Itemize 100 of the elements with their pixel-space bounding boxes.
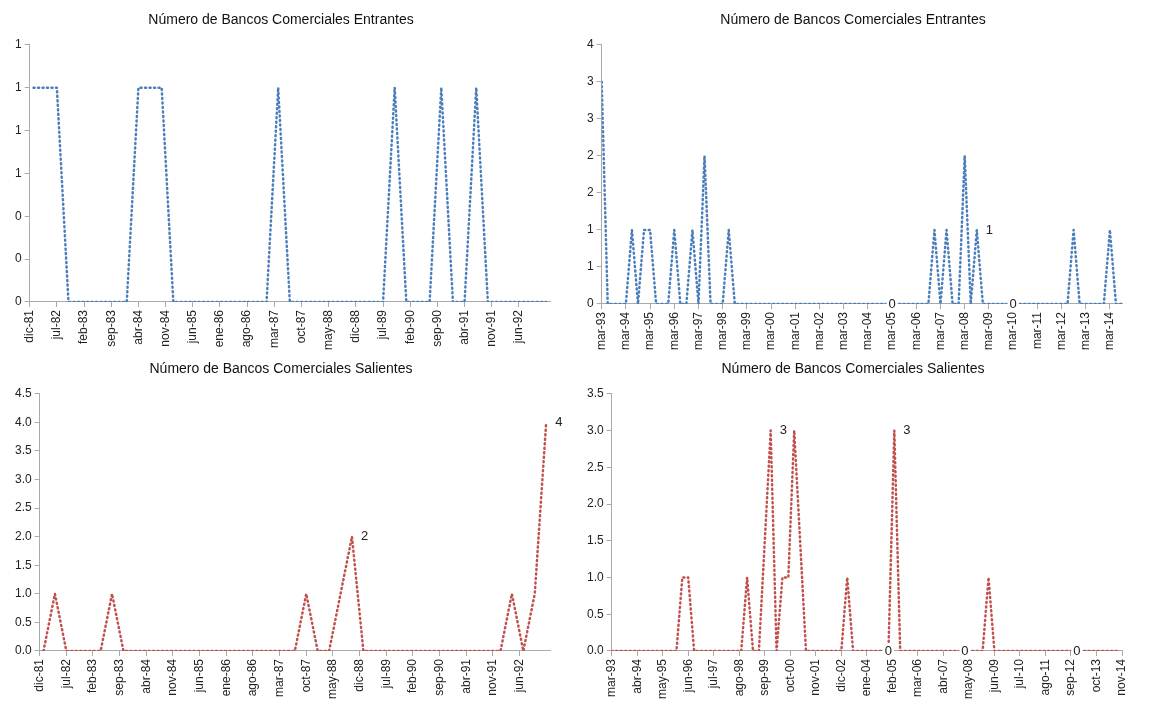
- y-tick-label: 1: [14, 122, 22, 137]
- y-tick-label: 4.0: [14, 414, 32, 429]
- x-tick-label: jun-92: [511, 658, 526, 694]
- x-tick-label: ene-86: [212, 309, 227, 348]
- x-tick-label: dic-81: [31, 658, 46, 692]
- chart-title: Número de Bancos Comerciales Entrantes: [720, 11, 986, 28]
- x-tick-label: dic-88: [351, 658, 366, 692]
- chart-title: Número de Bancos Comerciales Salientes: [721, 360, 985, 377]
- y-tick-label: 0: [14, 294, 22, 309]
- x-tick-label: sep-99: [757, 658, 772, 696]
- x-tick-label: sep-83: [111, 658, 126, 696]
- data-label: 0: [884, 642, 893, 658]
- x-tick-label: abr-94: [629, 658, 644, 694]
- x-tick-label: jul-89: [378, 658, 393, 690]
- x-tick-label: oct-87: [293, 309, 308, 344]
- y-tick-label: 0.0: [586, 643, 604, 658]
- x-tick-label: mar-06: [908, 311, 923, 351]
- y-tick-label: 2: [586, 148, 594, 163]
- y-tick-label: 1: [586, 259, 594, 274]
- chart-title: Número de Bancos Comerciales Entrantes: [148, 11, 414, 28]
- x-tick-label: feb-05: [884, 658, 899, 694]
- x-tick-label: jun-09: [986, 658, 1001, 694]
- x-tick-label: feb-83: [85, 658, 100, 694]
- data-label: 1: [985, 221, 994, 237]
- y-tick-label: 3.5: [14, 443, 32, 458]
- y-tick-label: 1.5: [586, 533, 604, 548]
- x-tick-label: ago-98: [731, 658, 746, 697]
- y-tick-label: 1: [14, 165, 22, 180]
- x-tick-label: nov-91: [484, 309, 499, 347]
- chart-title: Número de Bancos Comerciales Salientes: [149, 360, 413, 377]
- y-tick-label: 3.5: [586, 386, 604, 401]
- y-tick-label: 1.0: [14, 586, 32, 601]
- x-tick-label: may-88: [325, 658, 340, 699]
- x-tick-label: may-08: [961, 658, 976, 699]
- x-tick-label: mar-87: [271, 658, 286, 697]
- y-tick-label: 0: [586, 296, 594, 311]
- x-tick-label: sep-12: [1063, 658, 1078, 696]
- y-tick-label: 3: [586, 111, 594, 126]
- y-tick-label: 0.0: [14, 643, 32, 658]
- data-label: 2: [360, 528, 369, 544]
- x-tick-label: mar-95: [642, 311, 657, 351]
- x-tick-label: nov-91: [485, 658, 500, 696]
- y-tick-label: 0.5: [14, 614, 32, 629]
- y-tick-label: 3: [586, 74, 594, 89]
- y-tick-label: 2.5: [14, 500, 32, 515]
- y-tick-label: 2: [586, 185, 594, 200]
- x-tick-label: mar-10: [1005, 311, 1020, 351]
- data-label: 0: [1073, 642, 1081, 658]
- y-tick-label: 2.0: [586, 496, 604, 511]
- x-tick-label: jun-85: [191, 658, 206, 694]
- x-tick-label: jun-96: [680, 658, 695, 694]
- x-tick-label: ago-86: [245, 658, 260, 697]
- data-label: 3: [903, 422, 911, 438]
- x-tick-label: oct-00: [782, 658, 797, 693]
- x-tick-label: jul-82: [49, 309, 64, 341]
- y-tick-label: 4: [586, 37, 594, 52]
- y-tick-label: 0: [14, 251, 22, 266]
- x-tick-label: abr-07: [935, 658, 950, 694]
- y-tick-label: 3.0: [14, 471, 32, 486]
- x-tick-label: jun-85: [185, 309, 200, 345]
- y-tick-label: 1.5: [14, 557, 32, 572]
- x-tick-label: mar-01: [787, 311, 802, 351]
- x-tick-label: mar-87: [266, 309, 281, 348]
- x-tick-label: mar-03: [836, 311, 850, 351]
- x-tick-label: ene-86: [218, 658, 233, 697]
- y-tick-label: 0.5: [586, 606, 604, 621]
- x-tick-label: jun-92: [511, 309, 526, 345]
- x-tick-label: may-88: [320, 309, 335, 350]
- x-tick-label: oct-13: [1088, 658, 1103, 693]
- x-tick-label: mar-05: [884, 311, 899, 351]
- x-tick-label: abr-84: [138, 658, 153, 694]
- x-tick-label: may-95: [655, 658, 670, 699]
- x-tick-label: mar-09: [981, 311, 996, 351]
- y-tick-label: 1.0: [586, 569, 604, 584]
- x-tick-label: nov-14: [1114, 658, 1129, 696]
- x-tick-label: mar-94: [618, 311, 633, 351]
- y-tick-label: 1: [586, 222, 594, 237]
- x-tick-label: dic-88: [348, 309, 363, 343]
- x-tick-label: dic-02: [833, 658, 848, 692]
- y-tick-label: 0: [14, 208, 22, 223]
- x-tick-label: mar-93: [593, 311, 608, 351]
- x-tick-label: feb-83: [76, 309, 91, 345]
- x-tick-label: mar-00: [763, 311, 778, 351]
- x-tick-label: mar-14: [1102, 311, 1117, 351]
- x-tick-label: jul-10: [1012, 658, 1027, 690]
- x-tick-label: feb-90: [402, 309, 417, 345]
- x-tick-label: mar-98: [714, 311, 729, 351]
- x-tick-label: mar-06: [910, 658, 925, 697]
- x-tick-label: nov-01: [808, 658, 823, 696]
- x-tick-label: sep-90: [431, 658, 446, 696]
- x-tick-label: jul-82: [58, 658, 73, 690]
- x-tick-label: mar-96: [666, 311, 681, 351]
- x-tick-label: mar-07: [932, 311, 947, 351]
- x-tick-label: abr-91: [458, 658, 473, 694]
- x-tick-label: nov-84: [157, 309, 172, 347]
- line-series: [42, 421, 548, 651]
- x-tick-label: mar-11: [1029, 311, 1044, 350]
- x-tick-label: dic-81: [21, 309, 36, 343]
- data-label: 3: [779, 422, 787, 438]
- y-tick-label: 1: [14, 79, 22, 94]
